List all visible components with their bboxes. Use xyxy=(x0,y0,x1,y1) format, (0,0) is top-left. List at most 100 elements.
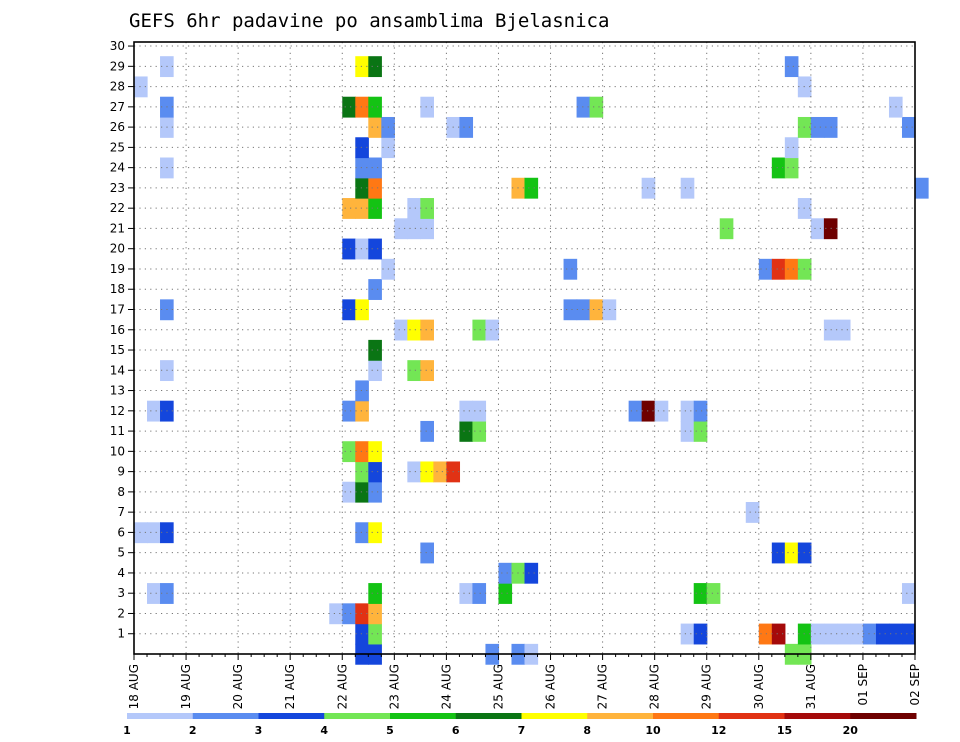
heatmap-cell xyxy=(368,157,382,179)
x-tick-label: 25 AUG xyxy=(491,664,505,709)
heatmap-cell xyxy=(915,177,929,199)
heatmap-cell xyxy=(420,198,434,219)
heatmap-cell xyxy=(771,542,786,564)
heatmap-cell xyxy=(368,279,382,300)
legend-swatch xyxy=(258,713,325,719)
heatmap-cell xyxy=(407,360,421,382)
legend-swatch xyxy=(390,713,457,719)
heatmap-cell xyxy=(784,137,799,159)
heatmap-cell xyxy=(355,96,369,118)
heatmap-cell xyxy=(355,238,369,260)
heatmap-cell xyxy=(368,56,382,78)
heatmap-cell xyxy=(368,198,382,219)
y-tick-label: 25 xyxy=(110,140,125,154)
y-tick-label: 24 xyxy=(110,161,125,175)
heatmap-cell xyxy=(420,218,434,240)
heatmap-cell xyxy=(420,319,434,341)
x-tick-label: 02 SEP xyxy=(908,664,922,706)
heatmap-cell xyxy=(355,137,369,159)
y-axis: 1234567891011121314151617181920212223242… xyxy=(110,39,134,641)
heatmap-cell xyxy=(368,238,382,260)
legend-swatch xyxy=(455,713,522,719)
heatmap-cell xyxy=(693,420,708,442)
x-tick-label: 22 AUG xyxy=(335,664,349,709)
y-tick-label: 16 xyxy=(110,323,125,337)
y-tick-label: 23 xyxy=(110,181,125,195)
heatmap-cell xyxy=(368,96,382,118)
legend-label: 1 xyxy=(123,724,131,737)
x-tick-label: 01 SEP xyxy=(856,664,870,706)
heatmap-cell xyxy=(589,299,604,321)
x-tick-label: 31 AUG xyxy=(804,664,818,709)
heatmap-cell xyxy=(407,319,421,341)
heatmap-cell xyxy=(368,623,382,645)
heatmap-cell xyxy=(147,583,161,604)
color-legend: 1 2 3 4 5 6 7 8 10 12 15 20 xyxy=(123,713,917,737)
heatmap-cell xyxy=(420,360,434,382)
y-tick-label: 27 xyxy=(110,100,125,114)
legend-swatch xyxy=(324,713,391,719)
heatmap-cell xyxy=(147,400,161,422)
y-tick-label: 4 xyxy=(117,566,125,580)
heatmap-cell xyxy=(745,502,760,523)
y-tick-label: 10 xyxy=(110,444,125,458)
heatmap-cell xyxy=(485,319,500,341)
x-tick-label: 18 AUG xyxy=(127,664,141,709)
heatmap-cell xyxy=(342,96,356,118)
heatmap-cell xyxy=(459,116,474,138)
heatmap-cell xyxy=(680,177,695,199)
heatmap-cell xyxy=(524,562,539,584)
heatmap-cell xyxy=(719,218,734,240)
y-tick-label: 18 xyxy=(110,282,125,296)
y-tick-label: 6 xyxy=(117,525,125,539)
heatmap-cell xyxy=(563,299,578,321)
heatmap-cell xyxy=(641,177,656,199)
y-tick-label: 12 xyxy=(110,404,125,418)
y-tick-label: 1 xyxy=(117,627,125,641)
heatmap-cell xyxy=(459,400,474,422)
legend-swatch xyxy=(718,713,785,719)
x-tick-label: 27 AUG xyxy=(596,664,610,709)
y-tick-label: 22 xyxy=(110,201,125,215)
legend-label: 3 xyxy=(255,724,263,737)
x-tick-label: 19 AUG xyxy=(179,664,193,709)
heatmap-cell xyxy=(849,623,864,645)
y-tick-label: 21 xyxy=(110,221,125,235)
heatmap-cell xyxy=(654,400,669,422)
heatmap-cell xyxy=(368,116,382,138)
heatmap-cell xyxy=(420,542,434,564)
y-tick-label: 11 xyxy=(110,424,125,438)
heatmap-cell xyxy=(368,441,382,463)
x-tick-label: 23 AUG xyxy=(387,664,401,709)
legend-label: 2 xyxy=(189,724,197,737)
heatmap-cell xyxy=(355,177,369,199)
heatmap-cell xyxy=(472,400,487,422)
heatmap-cell xyxy=(459,583,474,604)
x-tick-label: 21 AUG xyxy=(283,664,297,709)
heatmap-cell xyxy=(355,623,369,645)
heatmap-cell xyxy=(394,319,408,341)
heatmap-cell xyxy=(342,603,356,625)
legend-swatch xyxy=(521,713,588,719)
x-tick-label: 28 AUG xyxy=(648,664,662,709)
y-tick-label: 20 xyxy=(110,242,125,256)
y-tick-label: 3 xyxy=(117,586,125,600)
heatmap-cell xyxy=(810,623,825,645)
legend-swatch xyxy=(850,713,917,719)
heatmap-cell xyxy=(368,360,382,382)
heatmap-cell xyxy=(342,481,356,503)
heatmap-cell xyxy=(355,56,369,78)
y-tick-label: 14 xyxy=(110,363,125,377)
heatmap-cell xyxy=(498,562,513,584)
heatmap-cell xyxy=(524,177,539,199)
heatmap-cell xyxy=(693,583,708,604)
heatmap-cell xyxy=(563,258,578,280)
legend-swatch xyxy=(587,713,654,719)
y-tick-label: 26 xyxy=(110,120,125,134)
heatmap-cell xyxy=(758,258,773,280)
heatmap-cell xyxy=(368,583,382,604)
heatmap-cell xyxy=(680,420,695,442)
heatmap-cell xyxy=(355,400,369,422)
heatmap-cell xyxy=(641,400,656,422)
